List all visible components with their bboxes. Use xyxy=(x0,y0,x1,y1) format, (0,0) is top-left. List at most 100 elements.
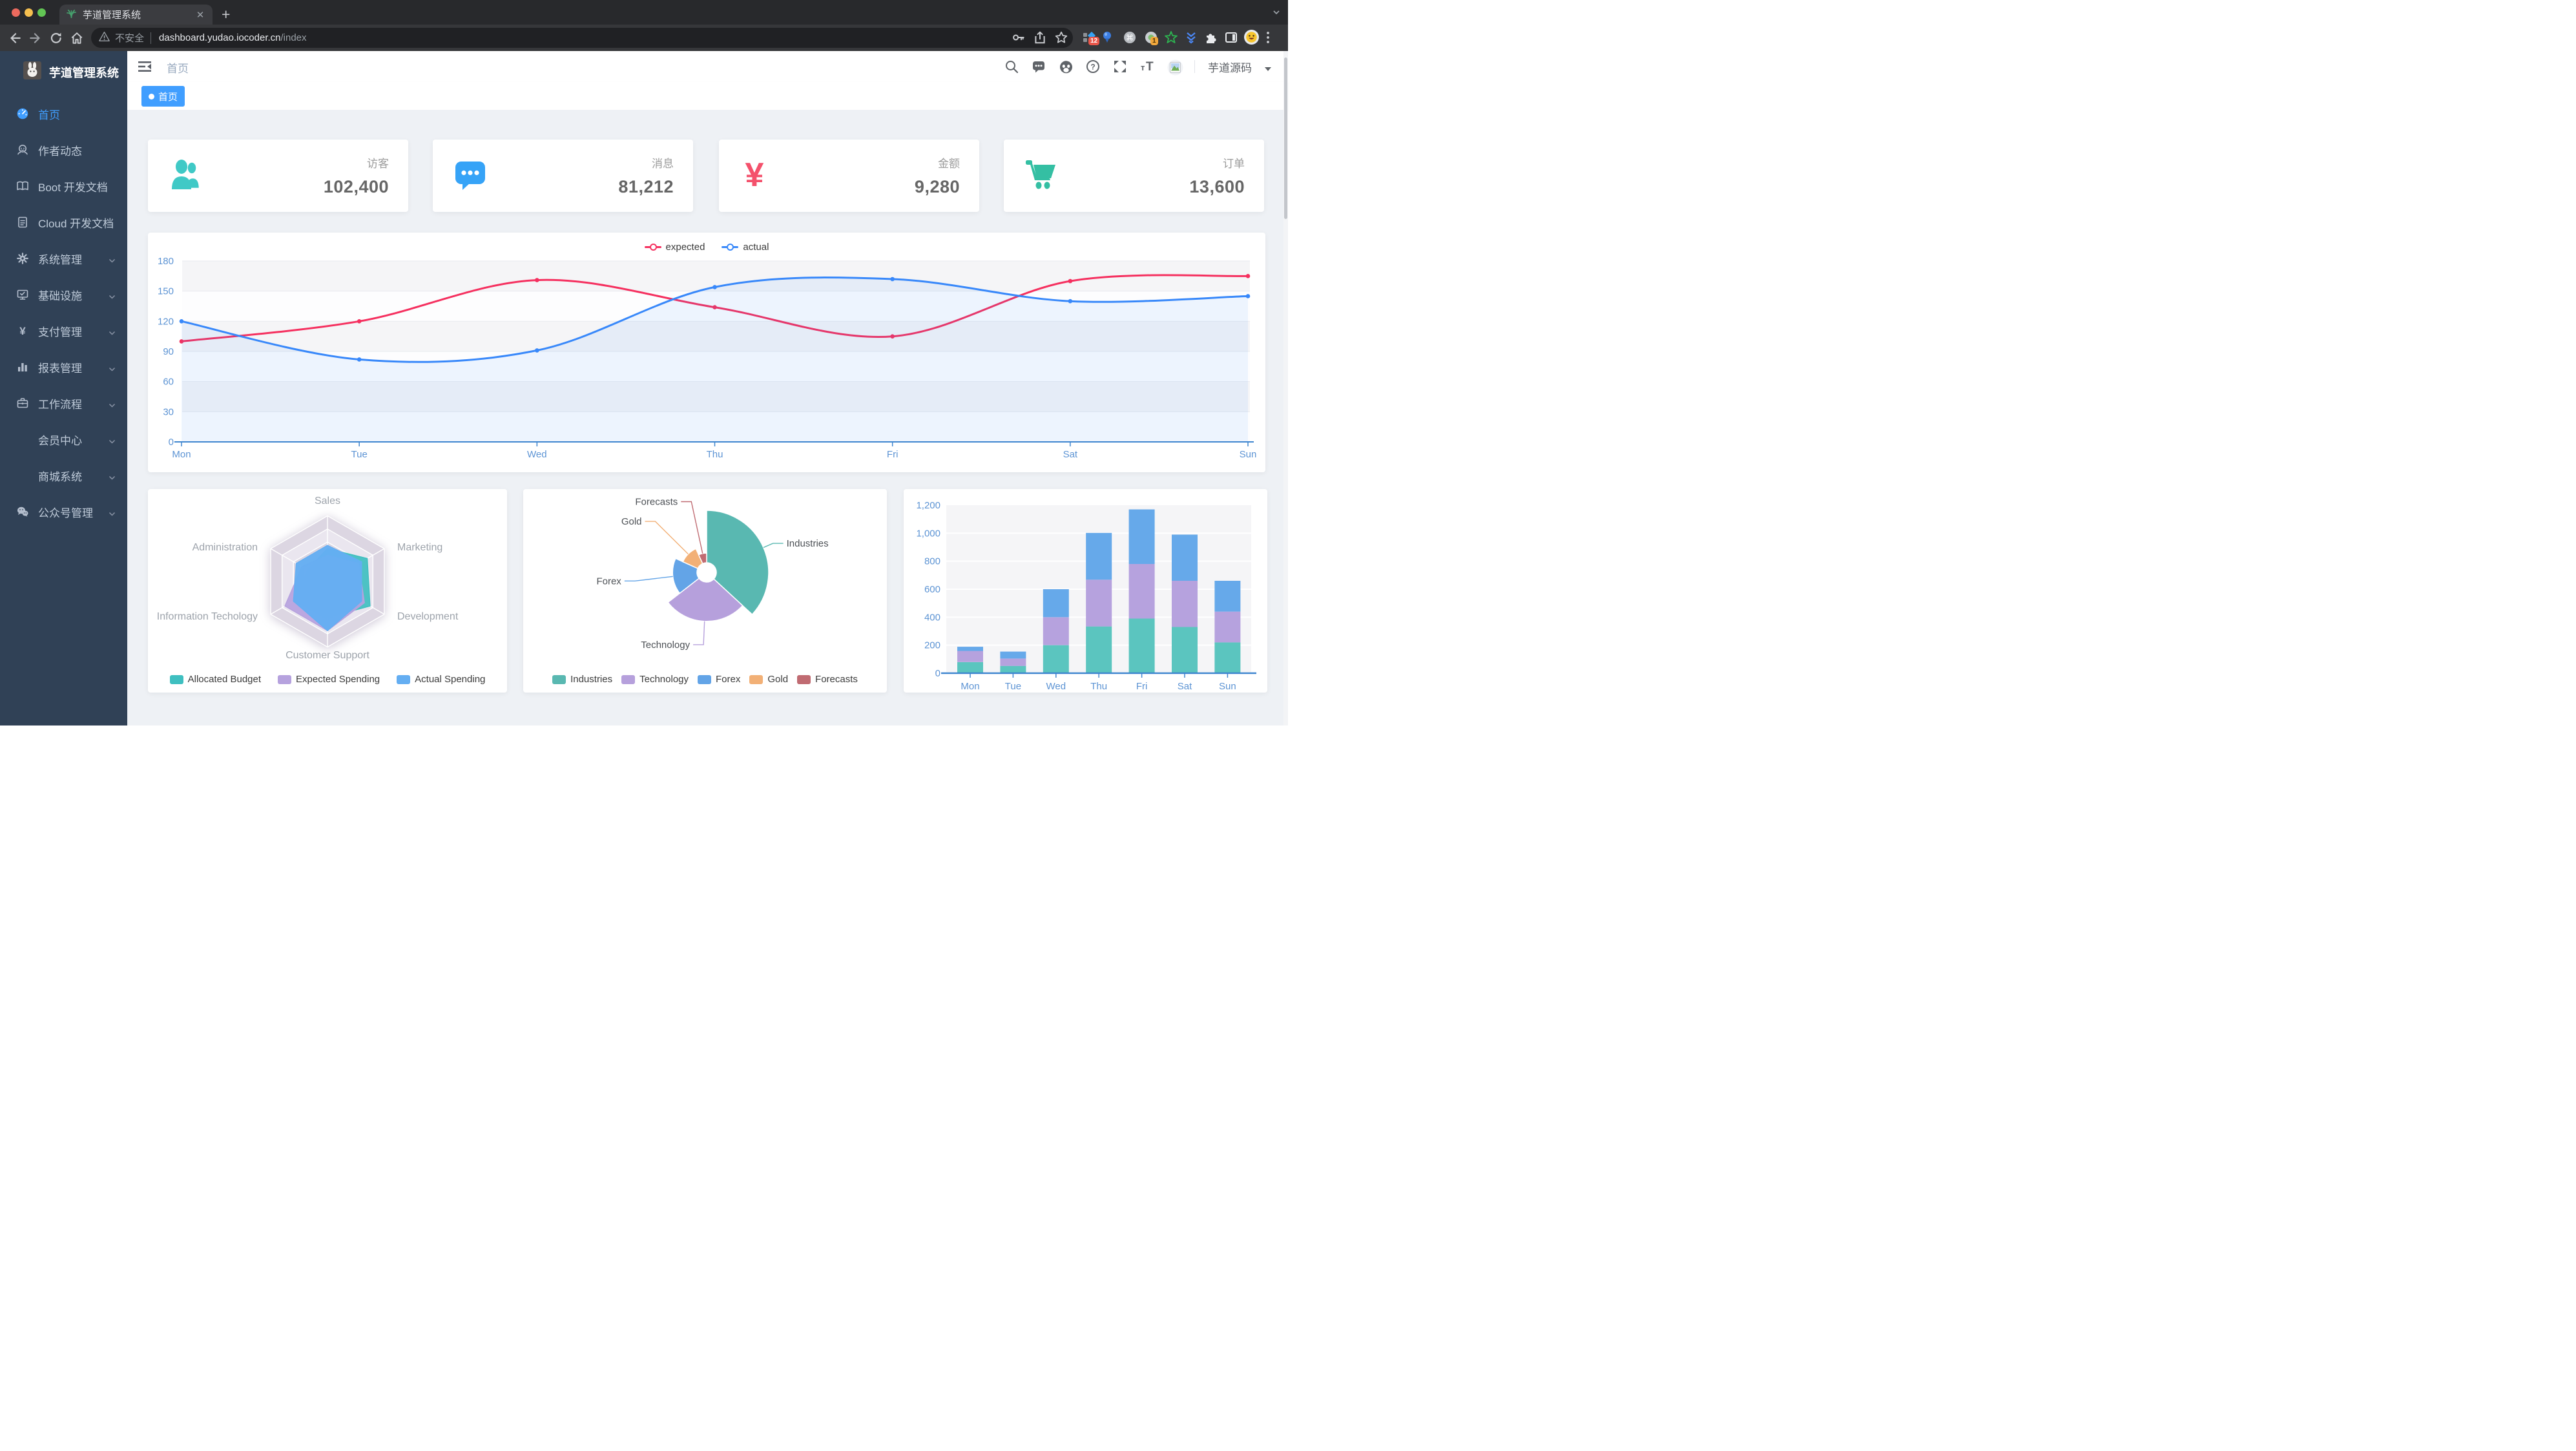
none-icon xyxy=(16,469,29,482)
sidebar-logo[interactable]: 芋道管理系统 xyxy=(0,51,127,89)
back-button[interactable] xyxy=(8,31,22,45)
tab-close-icon[interactable]: ✕ xyxy=(196,9,205,21)
legend-item[interactable]: expected xyxy=(644,242,705,253)
extension-star-icon[interactable] xyxy=(1164,30,1178,45)
pie-slice-Forex[interactable] xyxy=(672,558,700,594)
extension-chevrons-icon[interactable] xyxy=(1184,30,1198,45)
line-chart[interactable]: Mon Tue Wed Thu Fri Sat Sun 0 30 60 90 120 150 180 xyxy=(148,233,1265,472)
sidebar: 芋道管理系统 首页 作者动态 Boot 开发文档 Cloud 开发文档 系统管理 基础设施… xyxy=(0,51,127,725)
legend-item[interactable]: Actual Spending xyxy=(397,674,485,685)
page-scrollbar[interactable] xyxy=(1283,51,1288,725)
line-y-label: 90 xyxy=(163,346,174,357)
gear-icon xyxy=(16,252,29,265)
url-bar[interactable]: 不安全 dashboard.yudao.iocoder.cn/index xyxy=(91,28,1073,48)
legend-item[interactable]: Gold xyxy=(749,674,788,685)
username[interactable]: 芋道源码 xyxy=(1208,61,1252,74)
sidebar-item-8[interactable]: 报表管理 xyxy=(0,349,127,385)
fullscreen-icon[interactable] xyxy=(1113,59,1127,74)
legend-item[interactable]: Technology xyxy=(621,674,689,685)
shopping-icon xyxy=(1024,158,1059,194)
browser-tab[interactable]: 芋道管理系统 ✕ xyxy=(59,5,213,25)
pie-label: Forex xyxy=(596,576,621,587)
user-avatar-broken-image[interactable] xyxy=(1167,59,1183,76)
browser-menu-dots-icon[interactable] xyxy=(1265,31,1280,45)
pie-label: Forecasts xyxy=(635,497,678,508)
password-key-icon[interactable] xyxy=(1012,30,1026,48)
legend-item[interactable]: Industries xyxy=(552,674,612,685)
legend-item[interactable]: actual xyxy=(722,242,769,253)
bar-y-label: 1,200 xyxy=(916,500,940,511)
side-panel-icon[interactable] xyxy=(1224,30,1238,45)
pie-label: Technology xyxy=(641,640,690,651)
home-button[interactable] xyxy=(70,31,84,45)
message-icon[interactable] xyxy=(1032,59,1046,74)
window-zoom-button[interactable] xyxy=(37,8,46,17)
svg-text:⌘: ⌘ xyxy=(1126,34,1134,43)
bookmark-star-icon[interactable] xyxy=(1054,30,1068,48)
stat-card-1[interactable]: 访客 102,400 xyxy=(148,140,408,212)
tags-bar: 首页 xyxy=(127,82,1288,110)
extension-recorder-icon[interactable]: 1 xyxy=(1144,30,1158,45)
tab-search-chevron-icon[interactable] xyxy=(1272,8,1280,19)
profile-avatar[interactable] xyxy=(1243,29,1259,45)
sidebar-item-3[interactable]: Boot 开发文档 xyxy=(0,168,127,204)
sidebar-item-7[interactable]: ¥ 支付管理 xyxy=(0,313,127,349)
tag-home[interactable]: 首页 xyxy=(141,86,185,107)
extension-balloon-icon[interactable] xyxy=(1100,30,1114,45)
extensions-puzzle-icon[interactable] xyxy=(1204,30,1218,45)
stat-card-2[interactable]: 消息 81,212 xyxy=(433,140,693,212)
reload-button[interactable] xyxy=(49,31,63,45)
user-caret-down-icon[interactable] xyxy=(1265,67,1271,71)
stat-card-4[interactable]: 订单 13,600 xyxy=(1004,140,1264,212)
bar-x-label: Mon xyxy=(961,681,979,692)
pie-slice-Technology[interactable] xyxy=(667,578,743,622)
wechat-icon xyxy=(16,505,29,518)
extension-tampermonkey-icon[interactable]: 12 xyxy=(1083,30,1100,45)
sidebar-item-2[interactable]: 作者动态 xyxy=(0,132,127,168)
window-close-button[interactable] xyxy=(12,8,20,17)
legend-item[interactable]: Forex xyxy=(698,674,740,685)
radar-chart[interactable]: Sales Administration Information Techology… xyxy=(148,489,507,693)
new-tab-button[interactable]: + xyxy=(222,6,231,23)
legend-item[interactable]: Forecasts xyxy=(797,674,858,685)
bar-segment-2 xyxy=(1128,509,1155,564)
pie-slice-Industries[interactable] xyxy=(706,510,769,616)
search-icon[interactable] xyxy=(1004,59,1019,74)
scrollbar-thumb[interactable] xyxy=(1284,57,1287,219)
sidebar-item-1[interactable]: 首页 xyxy=(0,96,127,132)
sidebar-item-5[interactable]: 系统管理 xyxy=(0,240,127,277)
pie-slice-Forecasts[interactable] xyxy=(698,552,707,565)
pie-slice-Gold[interactable] xyxy=(682,548,703,569)
bar-segment-2 xyxy=(1086,532,1112,580)
stat-card-3[interactable]: ¥ 金额 9,280 xyxy=(719,140,979,212)
sidebar-item-label: 支付管理 xyxy=(38,326,82,339)
bar-x-label: Sun xyxy=(1219,681,1236,692)
legend-item[interactable]: Allocated Budget xyxy=(169,674,261,685)
line-x-label: Mon xyxy=(172,449,191,460)
sidebar-item-6[interactable]: 基础设施 xyxy=(0,277,127,313)
bar-chart[interactable]: Mon Tue Wed Thu Fri Sat Sun 0 200 400 600 800 1,000 1… xyxy=(904,489,1267,693)
legend-label: Industries xyxy=(570,674,613,685)
extension-command-icon[interactable]: ⌘ xyxy=(1123,30,1137,45)
forward-button[interactable] xyxy=(28,31,43,45)
bar-segment-1 xyxy=(1043,617,1069,645)
sidebar-item-12[interactable]: 公众号管理 xyxy=(0,494,127,530)
pie-chart[interactable]: Industries Technology Forex Gold Forecasts xyxy=(523,489,887,693)
help-icon[interactable]: ? xyxy=(1086,59,1100,74)
stat-label: 订单 xyxy=(1223,158,1245,170)
bar-segment-2 xyxy=(1000,651,1026,659)
share-icon[interactable] xyxy=(1033,30,1047,48)
legend-label: Gold xyxy=(767,674,789,685)
bar-segment-0 xyxy=(1000,665,1026,673)
line-y-label: 150 xyxy=(158,286,174,297)
sidebar-item-10[interactable]: 会员中心 xyxy=(0,421,127,457)
hamburger-icon[interactable] xyxy=(138,60,152,73)
legend-item[interactable]: Expected Spending xyxy=(278,674,380,685)
github-icon[interactable] xyxy=(1059,59,1073,74)
window-minimize-button[interactable] xyxy=(25,8,33,17)
sidebar-item-4[interactable]: Cloud 开发文档 xyxy=(0,204,127,240)
legend-label: Technology xyxy=(639,674,689,685)
sidebar-item-11[interactable]: 商城系统 xyxy=(0,457,127,494)
sidebar-item-9[interactable]: 工作流程 xyxy=(0,385,127,421)
